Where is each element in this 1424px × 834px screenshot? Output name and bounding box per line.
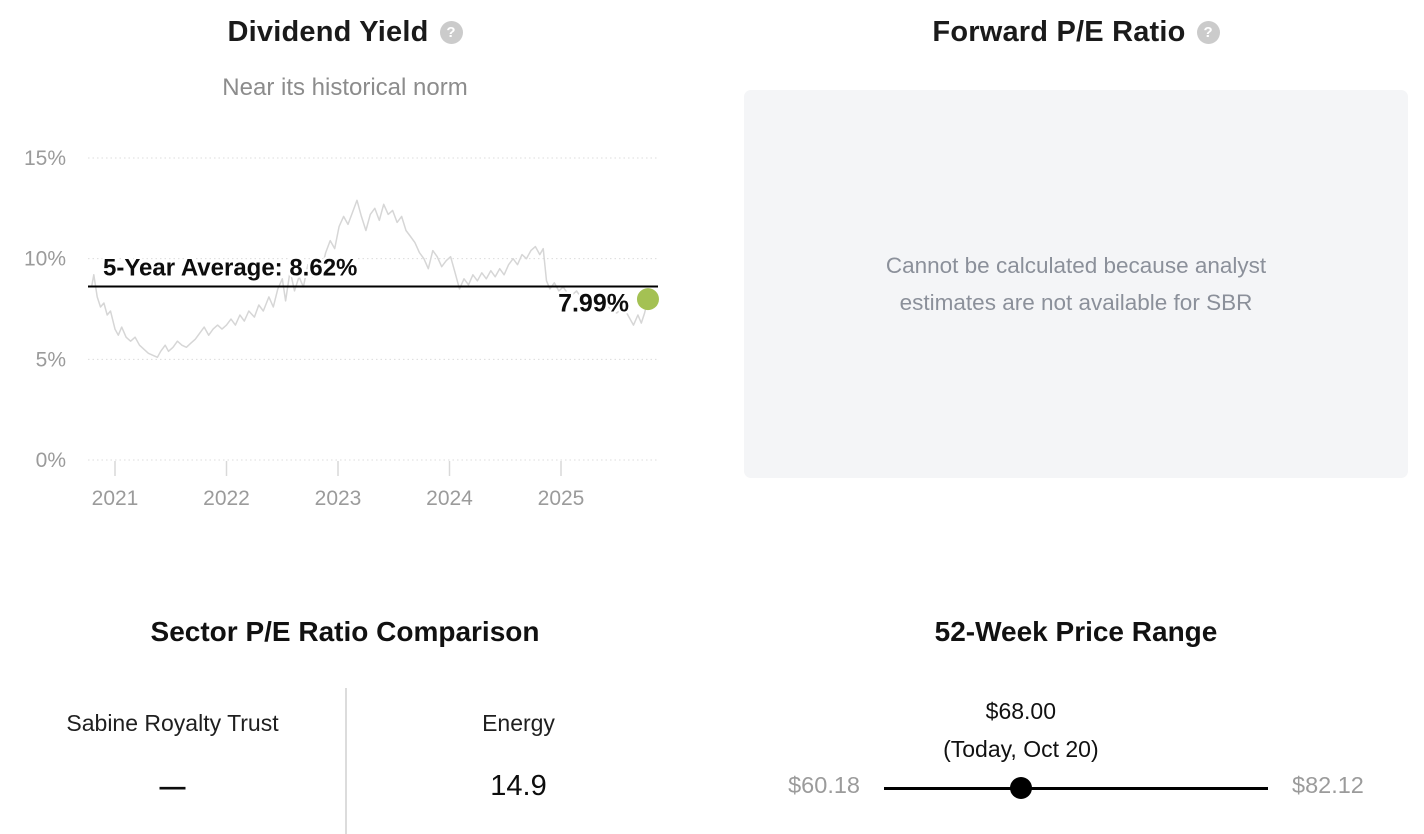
x-tick-label: 2022 [203,487,250,510]
y-tick-label: 0% [36,449,66,472]
sector-pe-sector-column: Energy 14.9 [345,688,690,834]
x-tick-label: 2021 [92,487,139,510]
company-pe-value: — [159,771,186,801]
latest-value-dot [636,288,659,311]
y-tick-label: 15% [24,147,66,170]
current-price-dot [1009,777,1032,799]
x-tick-label: 2024 [426,487,473,510]
dividend-yield-subtitle: Near its historical norm [222,74,468,101]
forward-pe-empty-state: Cannot be calculated because analyst est… [744,90,1408,478]
x-tick-label: 2025 [538,487,585,510]
sector-pe-company-column: Sabine Royalty Trust — [0,688,345,834]
dividend-yield-title: Dividend Yield [227,16,429,48]
y-tick-label: 5% [36,348,66,371]
latest-value-label: 7.99% [558,289,629,317]
sector-pe-value: 14.9 [490,770,547,802]
y-tick-label: 10% [24,248,66,271]
dividend-yield-chart[interactable]: 0% 5% 10% 15% 2021 2022 2023 2024 2025 5-Year Ave… [0,130,690,520]
price-range-low: $60.18 [788,772,860,798]
price-range-high: $82.12 [1292,772,1364,798]
five-year-average-label: 5-Year Average: 8.62% [103,254,357,281]
dividend-yield-line [90,199,649,359]
sector-name: Energy [482,710,555,736]
sector-pe-comparison: Sabine Royalty Trust — Energy 14.9 [0,688,690,834]
forward-pe-header: Forward P/E Ratio ? [744,16,1408,49]
dividend-yield-header: Dividend Yield ? [0,16,690,49]
company-name: Sabine Royalty Trust [66,710,279,736]
current-price-label: $68.00 (Today, Oct 20) [821,692,1221,768]
x-tick-label: 2023 [315,487,362,510]
current-price: $68.00 [985,698,1057,724]
price-range-title: 52-Week Price Range [934,616,1218,647]
forward-pe-title: Forward P/E Ratio [932,16,1186,48]
forward-pe-message: Cannot be calculated because analyst est… [885,253,1267,315]
price-range-track [884,787,1268,790]
current-price-date: (Today, Oct 20) [943,736,1099,762]
sector-pe-title: Sector P/E Ratio Comparison [150,616,540,647]
forward-pe-help-icon[interactable]: ? [1196,21,1220,44]
dividend-yield-help-icon[interactable]: ? [439,21,463,44]
